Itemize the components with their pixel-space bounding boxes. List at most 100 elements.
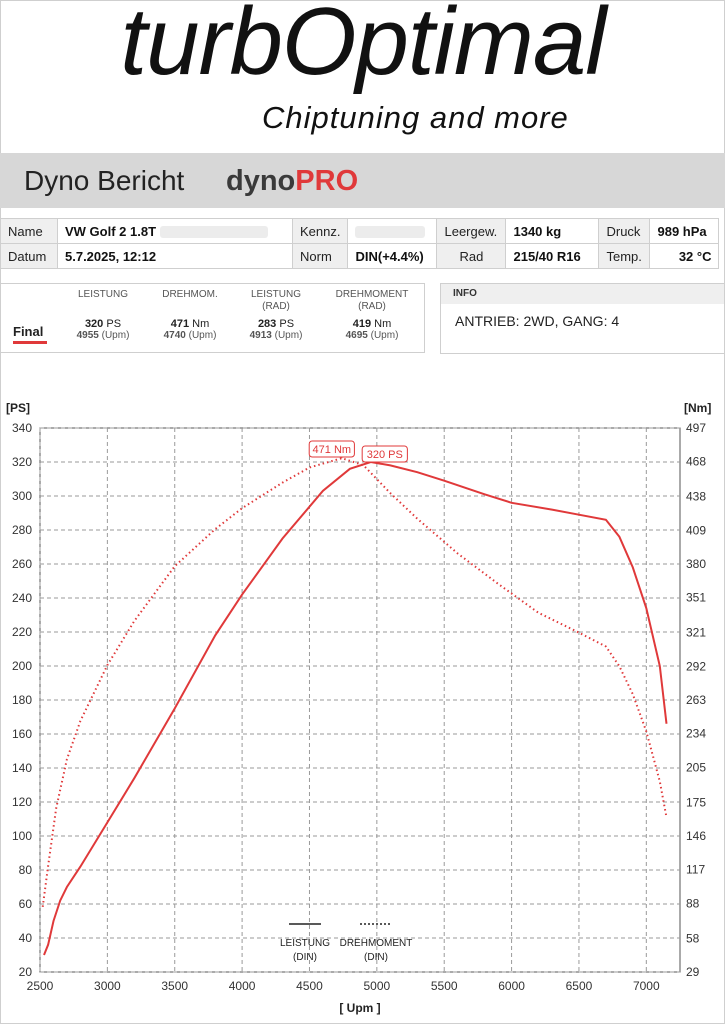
x-tick-label: 4500: [296, 979, 323, 993]
temp-label: Temp.: [598, 243, 651, 269]
y-right-tick-label: 29: [686, 965, 700, 979]
col-leistung-rad: LEISTUNG (RAD) 283 PS 4913 (Upm): [237, 289, 315, 341]
brand-pro: PRO: [295, 165, 359, 197]
y-right-tick-label: 175: [686, 795, 706, 809]
y-right-tick-label: 117: [686, 863, 705, 877]
leistung-rpm: 4955 (Upm): [76, 330, 130, 341]
y-right-tick-label: 380: [686, 557, 706, 571]
y-axis-left-label: [PS]: [6, 401, 30, 415]
grid-lines: [39, 427, 680, 973]
y-left-tick-label: 140: [12, 761, 32, 775]
y-left-tick-label: 280: [12, 523, 32, 537]
x-tick-label: 4000: [229, 979, 256, 993]
y-axis-right-label: [Nm]: [684, 401, 711, 415]
y-right-tick-label: 497: [686, 421, 706, 435]
datum-value: 5.7.2025, 12:12: [57, 243, 293, 269]
y-left-tick-label: 160: [12, 727, 32, 741]
dynopro-logo: dynoPRO: [226, 165, 358, 198]
y-left-tick-label: 40: [19, 931, 33, 945]
results-summary: LEISTUNG 320 PS 4955 (Upm) DREHMOM. 471 …: [0, 283, 425, 353]
drehmom-rad-rpm: 4695 (Upm): [345, 330, 399, 341]
drehmom-value: 471 Nm: [170, 318, 210, 330]
leistung-rad-rpm: 4913 (Upm): [249, 330, 303, 341]
y-left-tick-label: 100: [12, 829, 32, 843]
header-drehmom: DREHMOM.: [162, 289, 218, 300]
y-left-tick-label: 240: [12, 591, 32, 605]
redacted-text: [159, 226, 268, 239]
x-axis-label: [ Upm ]: [339, 1001, 380, 1015]
torque-peak-label: 471 Nm: [313, 444, 352, 456]
y-right-tick-label: 468: [686, 455, 706, 469]
y-right-tick-label: 321: [686, 626, 706, 640]
temp-value: 32 °C: [649, 243, 720, 269]
leistung-value: 320 PS: [84, 318, 122, 330]
info-box-title: INFO: [441, 284, 724, 304]
datum-label: Datum: [0, 243, 58, 269]
axis-ticks: 2500 3000 3500 4000 4500 5000 5500 6000 6500 7000…: [12, 421, 706, 993]
header-leistung-rad-sub: (RAD): [262, 301, 290, 312]
info-box-text: ANTRIEB: 2WD, GANG: 4: [455, 313, 620, 329]
drehmom-rad-value: 419 Nm: [352, 318, 392, 330]
x-tick-label: 5500: [431, 979, 458, 993]
y-left-tick-label: 320: [12, 455, 32, 469]
norm-label: Norm: [291, 243, 349, 269]
y-right-tick-label: 234: [686, 727, 706, 741]
x-tick-label: 6000: [498, 979, 525, 993]
legend-torque-norm: (DIN): [364, 952, 388, 963]
final-run-label[interactable]: Final: [13, 324, 44, 339]
x-tick-label: 7000: [633, 979, 660, 993]
name-label: Name: [0, 218, 58, 244]
y-left-tick-label: 340: [12, 421, 32, 435]
norm-value: DIN(+4.4%): [347, 243, 438, 269]
logo-wordmark: turbOptimal: [120, 0, 606, 95]
drehmom-rpm: 4740 (Upm): [163, 330, 217, 341]
druck-label: Druck: [598, 218, 651, 244]
y-left-tick-label: 220: [12, 625, 32, 639]
y-right-tick-label: 263: [686, 693, 706, 707]
kennz-value: [347, 218, 438, 244]
y-left-tick-label: 120: [12, 795, 32, 809]
info-box: INFO ANTRIEB: 2WD, GANG: 4: [440, 283, 725, 354]
leistung-rad-value: 283 PS: [257, 318, 295, 330]
y-right-tick-label: 58: [686, 931, 700, 945]
druck-value: 989 hPa: [649, 218, 720, 244]
logo: turbOptimal Chiptuning and more: [0, 0, 725, 150]
plot-area: [39, 427, 681, 973]
header-drehmom-rad: DREHMOMENT: [335, 289, 409, 300]
name-value: VW Golf 2 1.8T: [57, 218, 293, 244]
y-right-tick-label: 438: [686, 490, 706, 504]
y-right-tick-label: 409: [686, 523, 706, 537]
leergew-value: 1340 kg: [505, 218, 600, 244]
y-left-tick-label: 260: [12, 557, 32, 571]
y-left-tick-label: 80: [19, 863, 33, 877]
y-right-tick-label: 351: [686, 591, 706, 605]
x-tick-label: 6500: [566, 979, 593, 993]
leergew-label: Leergew.: [436, 218, 507, 244]
y-right-tick-label: 292: [686, 659, 706, 673]
x-tick-label: 3000: [94, 979, 121, 993]
y-left-tick-label: 60: [19, 897, 33, 911]
kennz-label: Kennz.: [291, 218, 349, 244]
brand-dyno: dyno: [226, 165, 296, 197]
header-leistung-rad: LEISTUNG: [250, 289, 301, 300]
peak-label-box: [308, 440, 355, 458]
power-peak-label: 320 PS: [367, 449, 403, 461]
dyno-chart: 2500 3000 3500 4000 4500 5000 5500 6000 6500 7000…: [6, 401, 711, 1015]
y-left-tick-label: 20: [19, 965, 33, 979]
legend-power-label: LEISTUNG: [280, 938, 330, 949]
legend-power-norm: (DIN): [293, 952, 317, 963]
logo-tagline: Chiptuning and more: [262, 100, 569, 135]
peak-annotations: 471 Nm 320 PS: [308, 440, 408, 463]
col-drehmom: DREHMOM. 471 Nm 4740 (Upm): [149, 289, 231, 341]
y-right-tick-label: 205: [686, 760, 706, 774]
x-tick-label: 5000: [363, 979, 390, 993]
x-tick-label: 3500: [161, 979, 188, 993]
y-left-tick-label: 200: [12, 659, 32, 673]
col-leistung: LEISTUNG 320 PS 4955 (Upm): [67, 289, 139, 341]
rad-label: Rad: [436, 243, 507, 269]
rad-value: 215/40 R16: [505, 243, 600, 269]
peak-label-box: [361, 445, 408, 463]
torque-curve: [41, 457, 668, 908]
y-right-tick-label: 88: [686, 896, 700, 910]
header-drehmom-rad-sub: (RAD): [358, 301, 386, 312]
